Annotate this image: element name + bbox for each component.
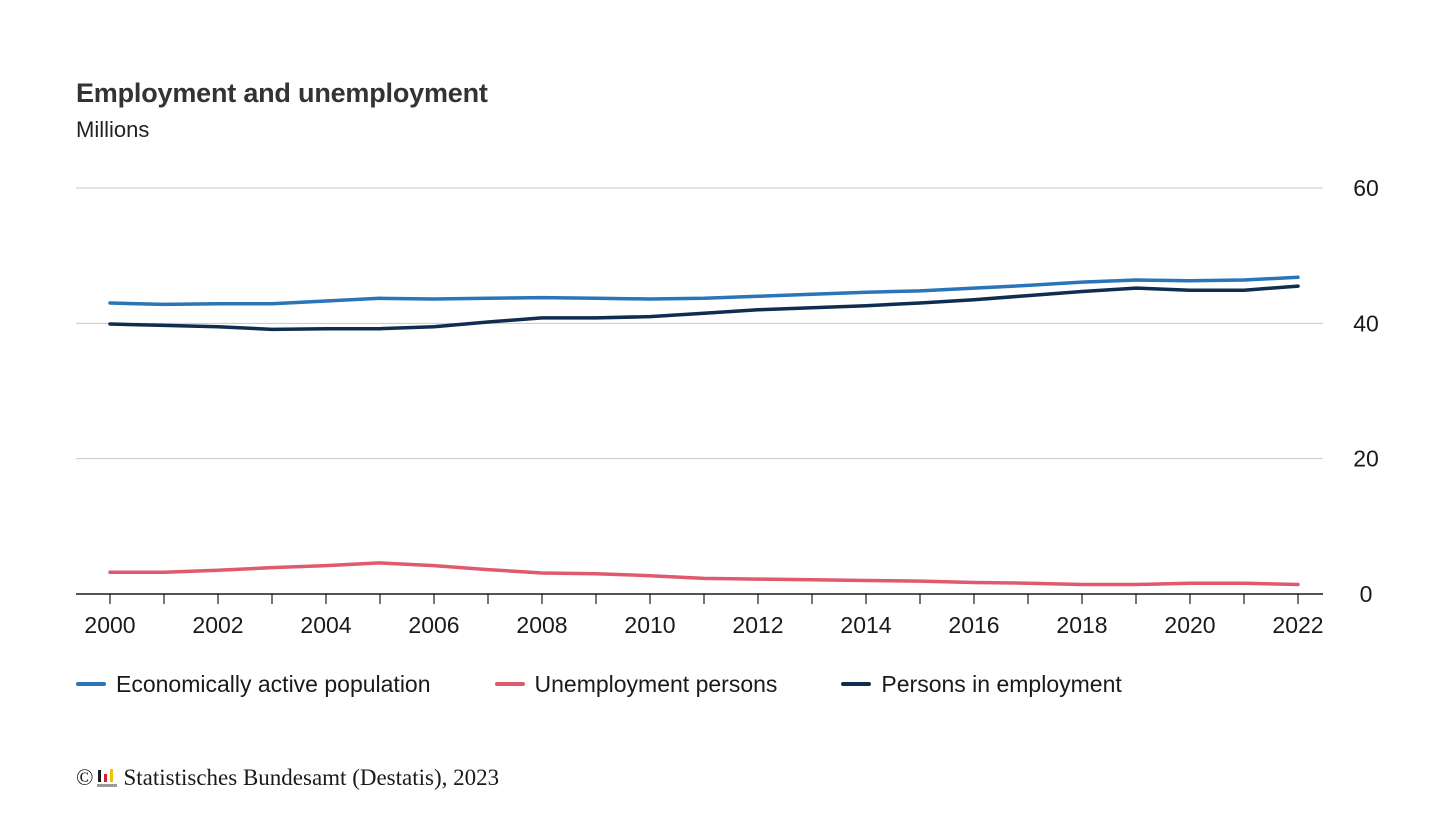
x-tick-label: 2020 — [1164, 612, 1215, 638]
x-tick-label: 2008 — [516, 612, 567, 638]
legend-swatch — [76, 682, 106, 686]
legend-label: Economically active population — [116, 670, 431, 697]
legend-swatch — [494, 682, 525, 686]
x-tick-label: 2000 — [84, 612, 135, 638]
y-tick-label: 20 — [1353, 446, 1379, 472]
y-tick-label: 60 — [1353, 175, 1379, 201]
x-tick-label: 2010 — [624, 612, 675, 638]
chart-subtitle: Millions — [76, 117, 150, 142]
x-tick-label: 2004 — [300, 612, 351, 638]
chart-title: Employment and unemployment — [76, 78, 488, 108]
x-tick-label: 2016 — [948, 612, 999, 638]
legend-swatch — [841, 682, 872, 686]
destatis-logo-icon — [97, 769, 118, 787]
source-credit: © Statistisches Bundesamt (Destatis), 20… — [76, 765, 499, 791]
line-chart: 0 20 40 60 2000 2002 2004 2006 2008 2010 2012 2014 2… — [76, 175, 1379, 638]
legend-label: Persons in employment — [881, 670, 1122, 697]
series-line-2 — [108, 561, 1300, 587]
legend-item-economically-active[interactable]: Economically active population — [76, 671, 431, 698]
y-tick-label: 40 — [1353, 310, 1379, 336]
legend-item-unemployment[interactable]: Unemployment persons — [494, 670, 778, 698]
legend-label: Unemployment persons — [534, 670, 778, 697]
series-line-3 — [108, 284, 1300, 332]
x-tick-label: 2022 — [1272, 612, 1323, 638]
copyright-symbol: © — [76, 765, 94, 790]
x-tick-label: 2012 — [732, 612, 783, 638]
x-tick-label: 2002 — [192, 612, 243, 638]
x-tick-label: 2014 — [840, 612, 891, 638]
chart-legend: Economically active population Unemploym… — [76, 668, 1186, 700]
x-tick-label: 2006 — [408, 612, 459, 638]
x-tick-label: 2018 — [1056, 612, 1107, 638]
legend-item-employment[interactable]: Persons in employment — [841, 670, 1122, 698]
credit-text: Statistisches Bundesamt (Destatis), 2023 — [123, 765, 500, 790]
series-line-1 — [108, 275, 1300, 307]
y-tick-label: 0 — [1360, 581, 1373, 607]
